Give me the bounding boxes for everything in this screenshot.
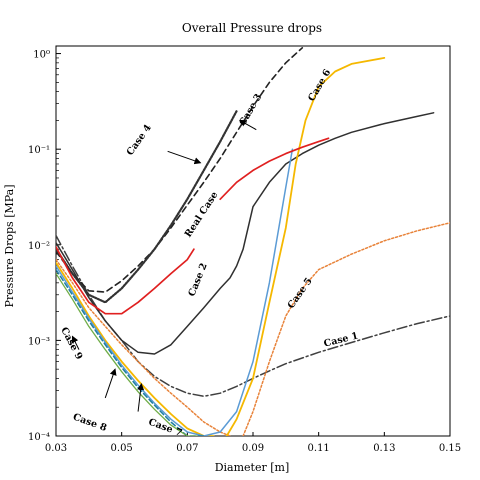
series-line-case-5 (242, 222, 450, 436)
chart-title: Overall Pressure drops (182, 21, 322, 35)
x-tick-label: 0.15 (439, 443, 461, 454)
series-line-real-case (56, 246, 195, 315)
plot-area: 0.03 0.05 0.07 0.09 0.11 0.13 0.15 10⁻⁴ 10⁻³ 10⁻²… (28, 45, 461, 454)
series-line-case-6 (56, 261, 215, 436)
series-line-case-9 (56, 272, 198, 436)
annotation-arrow (238, 119, 257, 131)
y-tick-label: 10⁰ (33, 50, 50, 61)
annotation-label: Case 3 (237, 92, 264, 128)
series-line-case-3 (56, 47, 304, 293)
x-tick-label: 0.09 (242, 443, 264, 454)
series-line-case-4 (56, 110, 238, 304)
series-group (56, 47, 450, 436)
series-line-real-case (219, 137, 330, 201)
series-line-case-7 (56, 148, 294, 436)
series-line-case-2 (56, 112, 435, 355)
x-tick-label: 0.07 (176, 443, 198, 454)
annotation-label: Case 5 (286, 276, 315, 311)
annotation-label: Case 9 (58, 326, 84, 362)
y-tick-label: 10⁻³ (28, 336, 50, 347)
y-tick-label: 10⁻² (28, 241, 50, 252)
annotation-arrow (137, 382, 145, 412)
series-line-case-5 (56, 258, 231, 436)
x-tick-label: 0.05 (111, 443, 133, 454)
annotation-arrow (71, 335, 80, 350)
annotation-arrow (104, 368, 117, 399)
y-tick-label: 10⁻¹ (28, 145, 50, 156)
annotation-label: Case 8 (71, 412, 108, 434)
series-line-case-1 (56, 234, 450, 398)
x-tick-label: 0.13 (373, 443, 395, 454)
x-tick-label: 0.03 (45, 443, 67, 454)
x-tick-label: 0.11 (308, 443, 330, 454)
series-line-case-8 (56, 268, 205, 436)
y-axis-label: Pressure Drops [MPa] (3, 184, 16, 307)
annotation-label: Case 1 (323, 331, 360, 350)
annotation-label: Case 6 (306, 67, 333, 103)
annotation-arrow (167, 150, 202, 165)
y-tick-label: 10⁻⁴ (28, 432, 50, 443)
annotation-label: Case 2 (186, 262, 209, 299)
series-line-case-6 (225, 57, 386, 436)
annotation-label: Case 4 (125, 122, 154, 157)
x-axis-label: Diameter [m] (215, 461, 290, 474)
